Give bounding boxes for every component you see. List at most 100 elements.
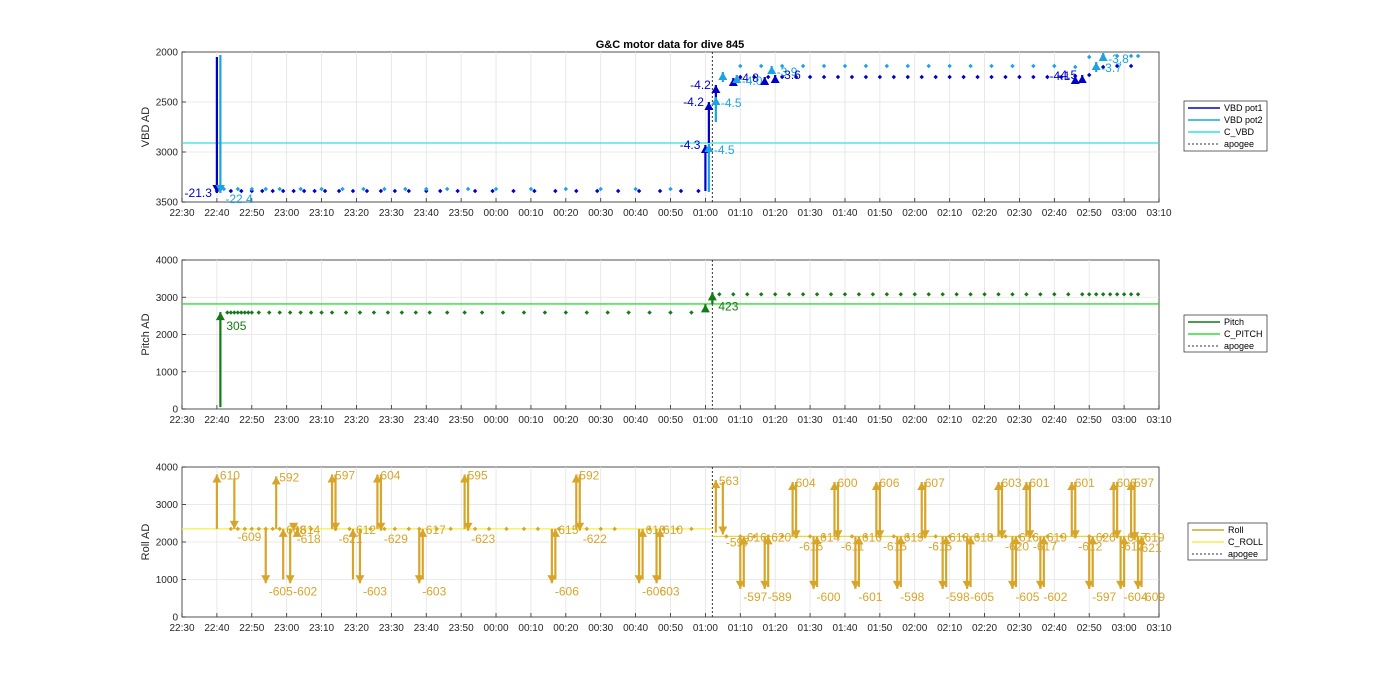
pitch-point <box>982 292 987 297</box>
pitch-point <box>1107 292 1113 297</box>
roll-move-arrow-head <box>1025 530 1035 539</box>
roll-xtick-label: 01:10 <box>728 623 753 634</box>
roll-move-arrow-head <box>763 536 773 545</box>
panel-pitch: 22:30 22:40 22:50 23:00 23:10 23:20 23:30 23:40… <box>140 256 1268 426</box>
panel-vbd: 22:30 22:40 22:50 23:00 23:10 23:20 23:30 23:40… <box>140 48 1268 219</box>
vbd-move-arrow-head <box>770 75 780 83</box>
vbd-pot1-point <box>989 74 994 80</box>
vbd-pot1-point <box>1128 63 1134 69</box>
pitch-xtick-label: 00:50 <box>658 415 683 426</box>
roll-move-arrow-head <box>1035 580 1045 589</box>
pitch-point <box>842 292 848 297</box>
roll-xtick-label: 01:50 <box>867 623 892 634</box>
vbd-ytick-label: 3000 <box>156 148 179 159</box>
pitch-xtick-label: 01:00 <box>693 415 718 426</box>
roll-point <box>947 534 952 539</box>
roll-point <box>779 534 785 539</box>
roll-move-label: -605 <box>1015 590 1039 604</box>
vbd-pot1-point <box>1017 74 1022 80</box>
pitch-xtick-label: 01:50 <box>867 415 892 426</box>
roll-move-arrow-head <box>463 522 473 531</box>
pitch-point <box>1024 292 1029 297</box>
roll-move-label: -621 <box>339 532 363 546</box>
vbd-pot2-point <box>340 186 345 192</box>
vbd-xtick-label: 22:50 <box>239 208 264 219</box>
pitch-xtick-label: 02:10 <box>937 415 962 426</box>
vbd-pot1-point <box>766 74 771 80</box>
vbd-move-label: -3.9 <box>777 65 798 79</box>
roll-move-label: -602 <box>1043 590 1067 604</box>
roll-point <box>406 526 412 532</box>
vbd-pot1-point <box>905 74 910 80</box>
roll-legend-label: Roll <box>1228 525 1244 535</box>
pitch-point <box>940 292 945 297</box>
roll-point <box>504 526 509 532</box>
pitch-point <box>828 292 834 297</box>
roll-point <box>689 526 694 532</box>
roll-move-arrow-head <box>871 482 881 490</box>
roll-move-arrow-head <box>1084 580 1094 589</box>
roll-point <box>989 534 994 539</box>
vbd-pot2-point <box>403 186 408 192</box>
roll-move-arrow-head <box>735 580 745 589</box>
roll-point <box>647 526 652 532</box>
roll-move-label: 606 <box>879 476 899 490</box>
roll-point <box>382 526 387 532</box>
roll-move-label: -603 <box>422 584 446 598</box>
pitch-point <box>479 310 485 315</box>
roll-point <box>891 534 897 539</box>
pitch-point <box>267 310 272 315</box>
vbd-move-label: -4.8 <box>738 71 759 85</box>
vbd-xtick-label: 01:50 <box>867 208 892 219</box>
pitch-xtick-label: 02:30 <box>1007 415 1032 426</box>
roll-xtick-label: 02:20 <box>972 623 997 634</box>
pitch-point <box>228 310 234 315</box>
roll-move-label: 563 <box>719 474 739 488</box>
vbd-pot1-point <box>1059 74 1064 80</box>
roll-point <box>863 534 869 539</box>
vbd-xtick-label: 02:30 <box>1007 208 1032 219</box>
roll-move-arrow-head <box>571 474 581 483</box>
vbd-pot1-point <box>228 188 234 194</box>
pitch-legend-label: C_PITCH <box>1224 329 1263 339</box>
vbd-pot2-point <box>465 186 471 192</box>
vbd-xtick-label: 00:20 <box>553 208 578 219</box>
roll-move-arrow-head <box>638 528 648 537</box>
roll-point <box>1003 534 1008 539</box>
roll-move-arrow-head <box>355 575 365 584</box>
vbd-pot2-point <box>863 63 869 69</box>
roll-move-label: -601 <box>858 590 882 604</box>
roll-move-label: 597 <box>335 469 355 483</box>
roll-point <box>270 526 275 532</box>
vbd-pot1-point <box>350 188 356 194</box>
pitch-point <box>563 310 569 315</box>
vbd-pot1-point <box>312 188 317 194</box>
pitch-point <box>1080 292 1085 297</box>
roll-xtick-label: 02:30 <box>1007 623 1032 634</box>
panel-roll: 22:30 22:40 22:50 23:00 23:10 23:20 23:30 23:40… <box>140 463 1268 634</box>
roll-move-arrow-head <box>1088 536 1098 545</box>
vbd-pot1-point <box>392 188 398 194</box>
pitch-xtick-label: 01:30 <box>798 415 823 426</box>
pitch-xtick-label: 00:40 <box>623 415 648 426</box>
vbd-pot2-point <box>905 63 910 69</box>
roll-move-label: 615 <box>558 523 578 537</box>
vbd-pot1-point <box>574 188 579 194</box>
roll-xtick-label: 23:40 <box>414 623 439 634</box>
vbd-pot2-point <box>221 186 227 192</box>
vbd-move-label: -3.7 <box>1101 61 1122 75</box>
roll-point <box>807 534 813 539</box>
pitch-point <box>521 310 527 315</box>
roll-move-arrow-head <box>711 480 721 489</box>
pitch-point <box>500 310 506 315</box>
pitch-point <box>399 310 405 315</box>
vbd-pot2-point <box>563 186 569 192</box>
vbd-move-arrow-head <box>760 77 770 85</box>
roll-move-arrow-head <box>941 536 951 545</box>
vbd-pot1-point <box>863 74 869 80</box>
pitch-point <box>462 310 467 315</box>
roll-point <box>277 526 282 532</box>
vbd-pot1-point <box>336 188 342 194</box>
vbd-pot1-point <box>636 188 642 194</box>
